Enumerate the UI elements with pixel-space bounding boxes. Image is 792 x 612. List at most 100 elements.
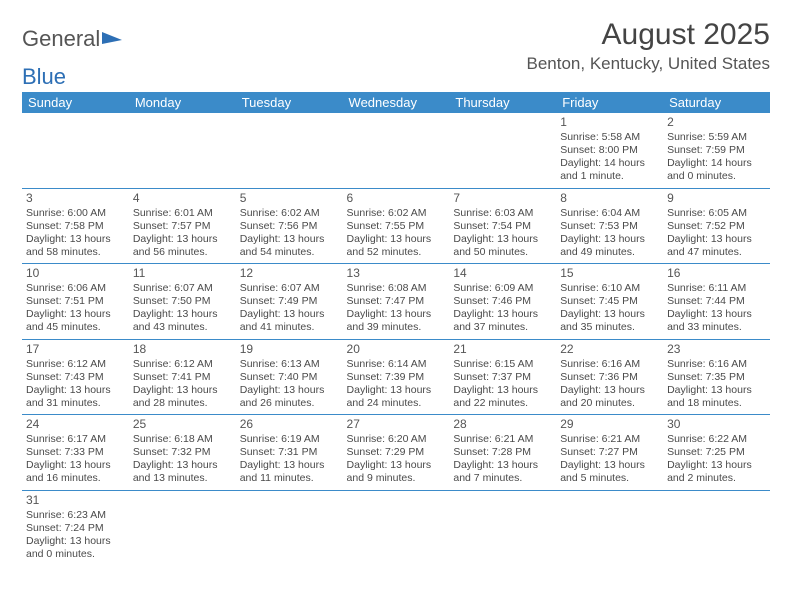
sunset-line: Sunset: 7:46 PM [453,295,552,308]
daylight-line: Daylight: 13 hours and 56 minutes. [133,233,232,259]
sunset-line: Sunset: 7:57 PM [133,220,232,233]
daylight-line: Daylight: 13 hours and 54 minutes. [240,233,339,259]
calendar-day-cell: 20Sunrise: 6:14 AMSunset: 7:39 PMDayligh… [343,339,450,415]
calendar-empty-cell [343,490,450,565]
sunrise-line: Sunrise: 6:07 AM [133,282,232,295]
sunrise-line: Sunrise: 6:21 AM [453,433,552,446]
day-number: 27 [347,417,446,432]
sunrise-line: Sunrise: 6:11 AM [667,282,766,295]
sunset-line: Sunset: 7:52 PM [667,220,766,233]
logo-text-blue: Blue [22,64,770,90]
sunrise-line: Sunrise: 6:14 AM [347,358,446,371]
sunset-line: Sunset: 7:44 PM [667,295,766,308]
calendar-week-row: 1Sunrise: 5:58 AMSunset: 8:00 PMDaylight… [22,113,770,188]
sunrise-line: Sunrise: 6:12 AM [26,358,125,371]
daylight-line: Daylight: 13 hours and 26 minutes. [240,384,339,410]
calendar-day-cell: 14Sunrise: 6:09 AMSunset: 7:46 PMDayligh… [449,264,556,340]
calendar-day-cell: 10Sunrise: 6:06 AMSunset: 7:51 PMDayligh… [22,264,129,340]
day-number: 19 [240,342,339,357]
day-number: 12 [240,266,339,281]
calendar-day-cell: 27Sunrise: 6:20 AMSunset: 7:29 PMDayligh… [343,415,450,491]
daylight-line: Daylight: 13 hours and 43 minutes. [133,308,232,334]
calendar-day-cell: 12Sunrise: 6:07 AMSunset: 7:49 PMDayligh… [236,264,343,340]
sunset-line: Sunset: 7:45 PM [560,295,659,308]
day-number: 11 [133,266,232,281]
daylight-line: Daylight: 13 hours and 37 minutes. [453,308,552,334]
calendar-day-cell: 9Sunrise: 6:05 AMSunset: 7:52 PMDaylight… [663,188,770,264]
sunset-line: Sunset: 7:43 PM [26,371,125,384]
daylight-line: Daylight: 13 hours and 28 minutes. [133,384,232,410]
sunrise-line: Sunrise: 6:02 AM [347,207,446,220]
day-number: 31 [26,493,125,508]
day-number: 24 [26,417,125,432]
calendar-day-cell: 18Sunrise: 6:12 AMSunset: 7:41 PMDayligh… [129,339,236,415]
sunrise-line: Sunrise: 6:07 AM [240,282,339,295]
daylight-line: Daylight: 13 hours and 9 minutes. [347,459,446,485]
sunset-line: Sunset: 7:51 PM [26,295,125,308]
logo-flag-icon [102,30,124,46]
calendar-empty-cell [129,490,236,565]
day-number: 23 [667,342,766,357]
day-number: 10 [26,266,125,281]
day-number: 6 [347,191,446,206]
daylight-line: Daylight: 13 hours and 22 minutes. [453,384,552,410]
sunrise-line: Sunrise: 6:06 AM [26,282,125,295]
day-number: 25 [133,417,232,432]
daylight-line: Daylight: 13 hours and 11 minutes. [240,459,339,485]
day-number: 7 [453,191,552,206]
daylight-line: Daylight: 13 hours and 24 minutes. [347,384,446,410]
weekday-header: Tuesday [236,92,343,113]
calendar-day-cell: 8Sunrise: 6:04 AMSunset: 7:53 PMDaylight… [556,188,663,264]
calendar-day-cell: 28Sunrise: 6:21 AMSunset: 7:28 PMDayligh… [449,415,556,491]
sunrise-line: Sunrise: 6:16 AM [667,358,766,371]
sunrise-line: Sunrise: 6:19 AM [240,433,339,446]
sunset-line: Sunset: 7:53 PM [560,220,659,233]
day-number: 29 [560,417,659,432]
sunset-line: Sunset: 7:29 PM [347,446,446,459]
calendar-day-cell: 7Sunrise: 6:03 AMSunset: 7:54 PMDaylight… [449,188,556,264]
calendar-body: 1Sunrise: 5:58 AMSunset: 8:00 PM Daylight… [22,113,770,565]
sunrise-line: Sunrise: 5:58 AM [560,131,659,144]
daylight-line: Daylight: 13 hours and 58 minutes. [26,233,125,259]
weekday-header-row: SundayMondayTuesdayWednesdayThursdayFrid… [22,92,770,113]
sunrise-line: Sunrise: 6:18 AM [133,433,232,446]
daylight-line: Daylight: 13 hours and 0 minutes. [26,535,125,561]
calendar-week-row: 10Sunrise: 6:06 AMSunset: 7:51 PM Dayligh… [22,264,770,340]
sunset-line: Sunset: 7:25 PM [667,446,766,459]
daylight-line: Daylight: 13 hours and 18 minutes. [667,384,766,410]
sunset-line: Sunset: 7:56 PM [240,220,339,233]
calendar-day-cell: 24Sunrise: 6:17 AMSunset: 7:33 PMDayligh… [22,415,129,491]
calendar-day-cell: 22Sunrise: 6:16 AMSunset: 7:36 PMDayligh… [556,339,663,415]
daylight-line: Daylight: 13 hours and 7 minutes. [453,459,552,485]
daylight-line: Daylight: 13 hours and 33 minutes. [667,308,766,334]
calendar-day-cell: 4Sunrise: 6:01 AMSunset: 7:57 PMDaylight… [129,188,236,264]
sunset-line: Sunset: 7:41 PM [133,371,232,384]
weekday-header: Monday [129,92,236,113]
day-number: 1 [560,115,659,130]
day-number: 16 [667,266,766,281]
sunrise-line: Sunrise: 6:08 AM [347,282,446,295]
logo: General [22,26,124,52]
day-number: 30 [667,417,766,432]
calendar-empty-cell [449,490,556,565]
sunset-line: Sunset: 7:40 PM [240,371,339,384]
day-number: 18 [133,342,232,357]
sunset-line: Sunset: 8:00 PM [560,144,659,157]
calendar-day-cell: 6Sunrise: 6:02 AMSunset: 7:55 PMDaylight… [343,188,450,264]
day-number: 20 [347,342,446,357]
sunrise-line: Sunrise: 6:00 AM [26,207,125,220]
daylight-line: Daylight: 13 hours and 2 minutes. [667,459,766,485]
sunset-line: Sunset: 7:54 PM [453,220,552,233]
daylight-line: Daylight: 13 hours and 31 minutes. [26,384,125,410]
calendar-day-cell: 29Sunrise: 6:21 AMSunset: 7:27 PMDayligh… [556,415,663,491]
sunset-line: Sunset: 7:28 PM [453,446,552,459]
day-number: 21 [453,342,552,357]
sunrise-line: Sunrise: 6:23 AM [26,509,125,522]
sunset-line: Sunset: 7:55 PM [347,220,446,233]
calendar-day-cell: 25Sunrise: 6:18 AMSunset: 7:32 PMDayligh… [129,415,236,491]
calendar-day-cell: 11Sunrise: 6:07 AMSunset: 7:50 PMDayligh… [129,264,236,340]
calendar-day-cell: 26Sunrise: 6:19 AMSunset: 7:31 PMDayligh… [236,415,343,491]
calendar-empty-cell [343,113,450,188]
sunset-line: Sunset: 7:36 PM [560,371,659,384]
sunrise-line: Sunrise: 6:09 AM [453,282,552,295]
